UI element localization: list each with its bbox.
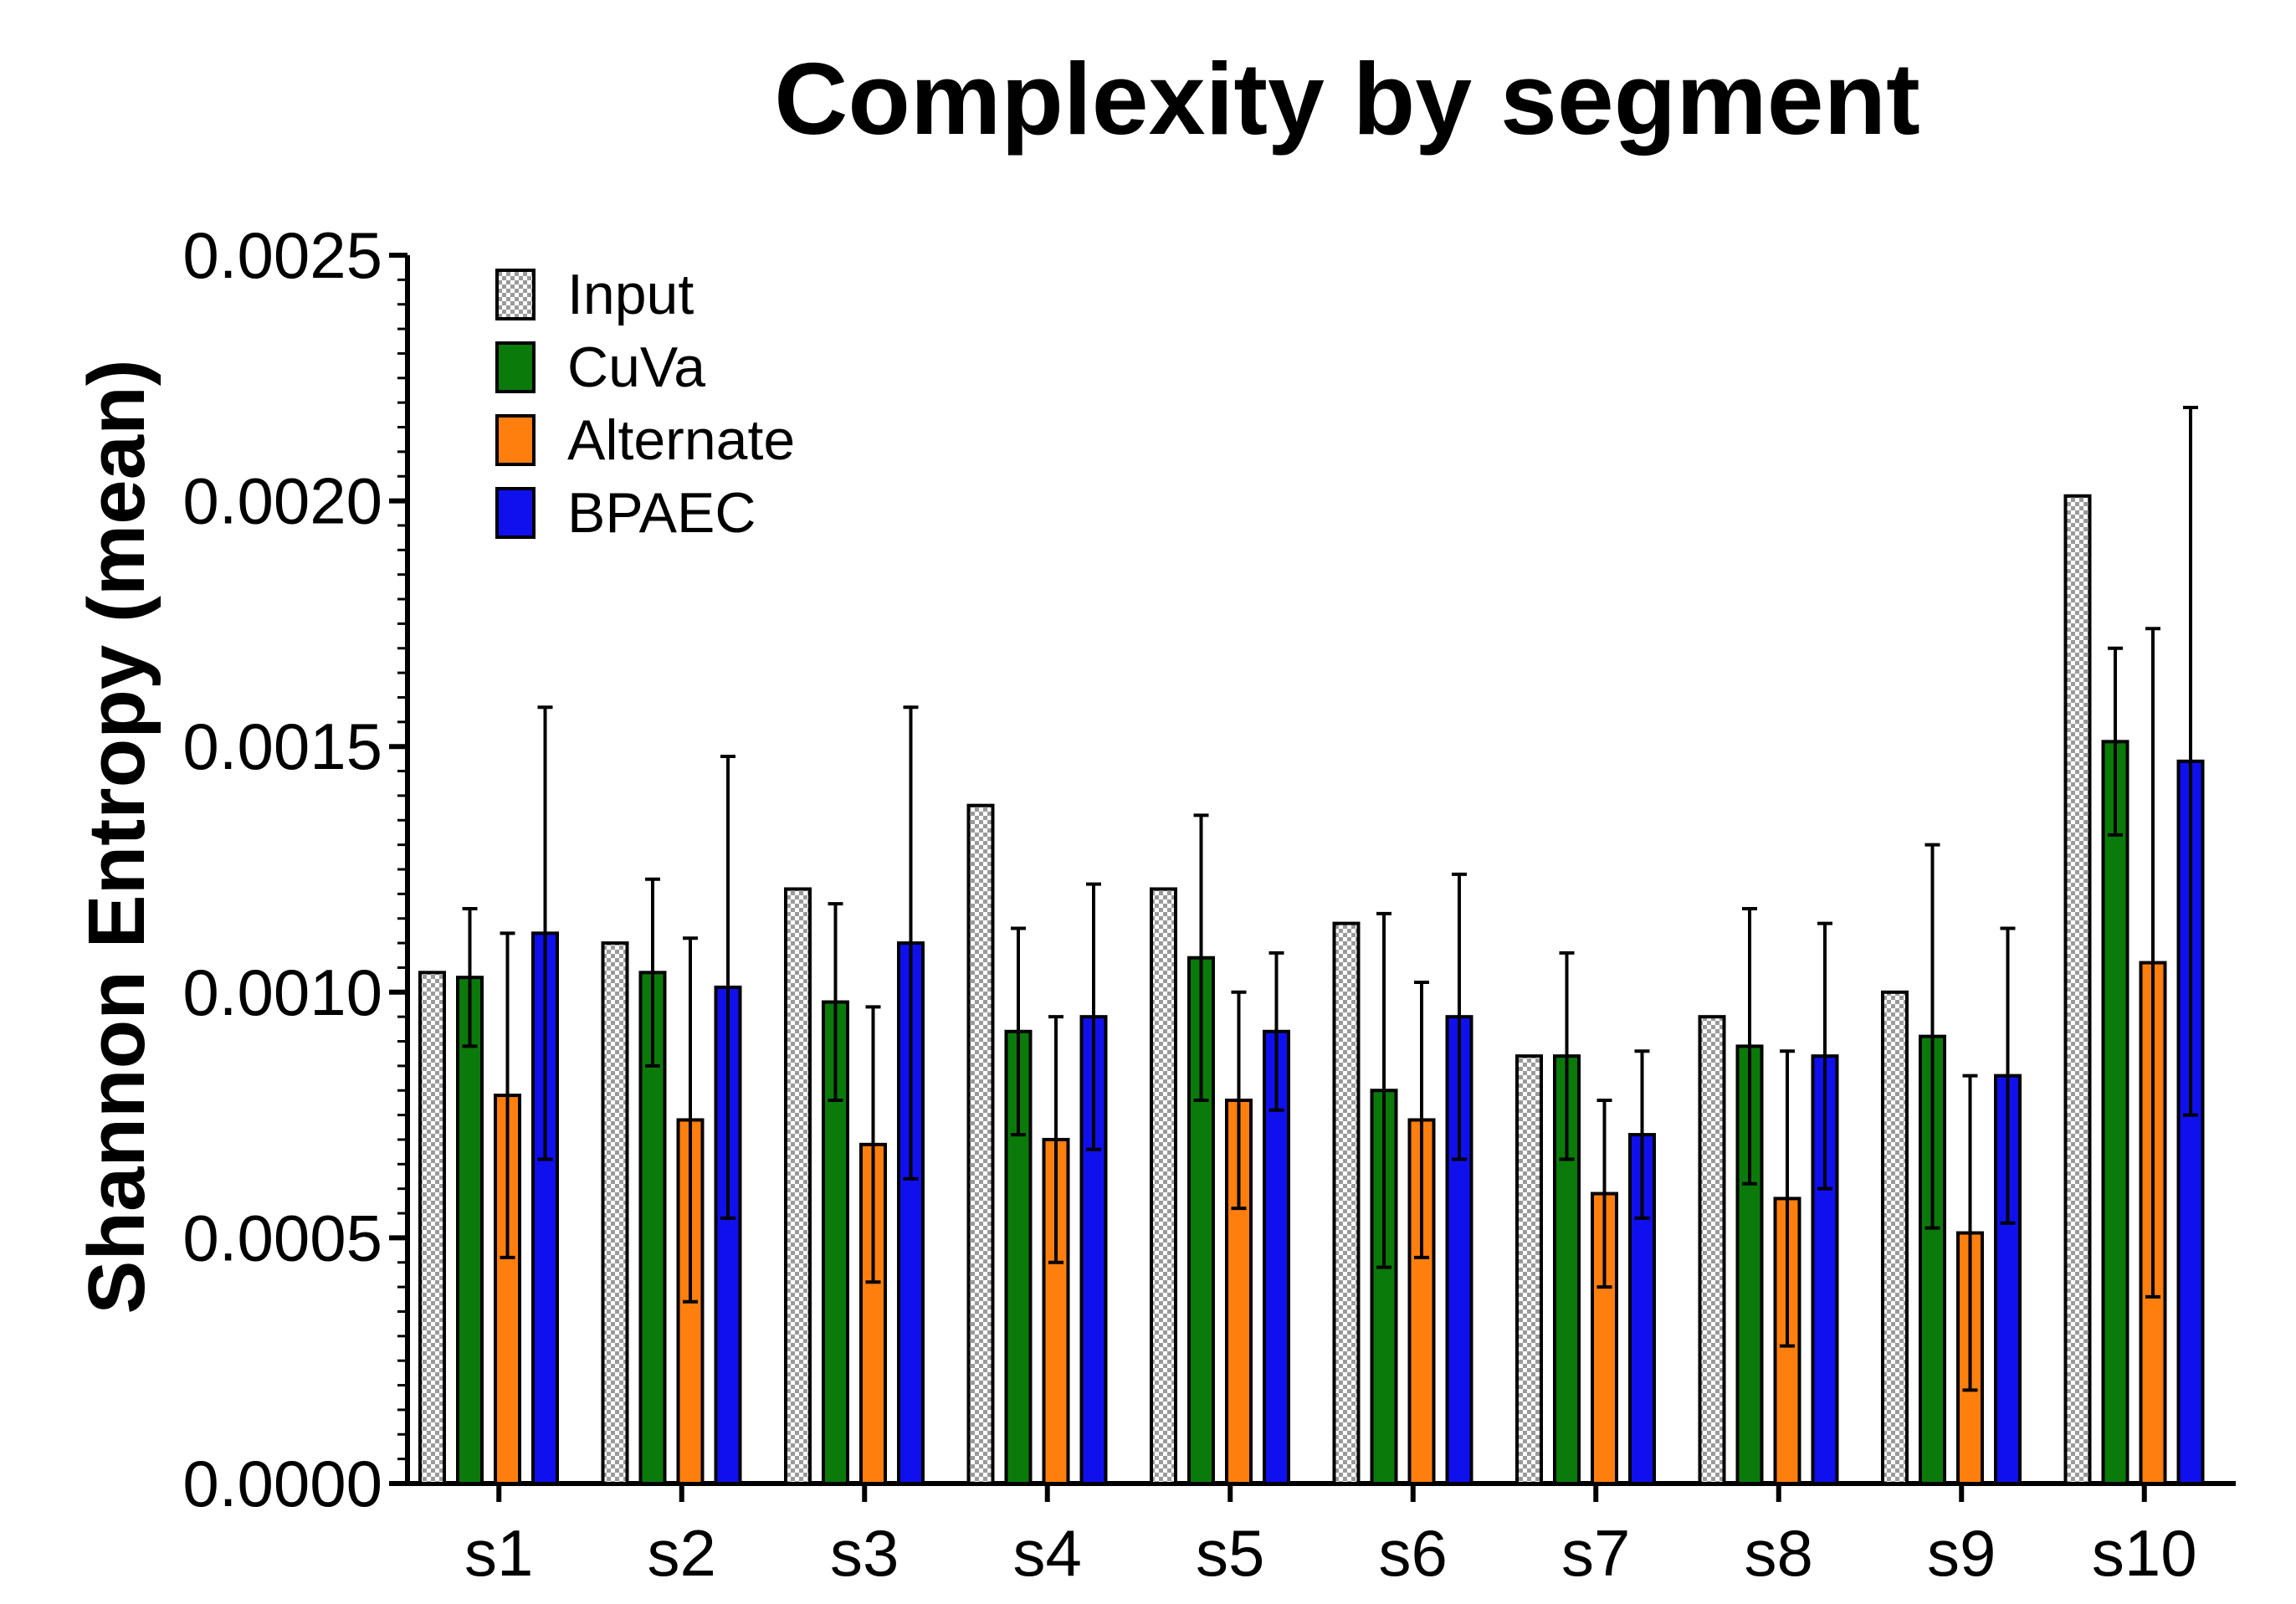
bar-input-s2 (601, 941, 629, 1485)
x-tick-label: s1 (464, 1516, 533, 1590)
y-tick-label: 0.0015 (182, 710, 382, 783)
chart-title: Complexity by segment (774, 42, 1919, 156)
x-tick-label: s10 (2092, 1516, 2197, 1590)
bar-input-s8 (1698, 1015, 1726, 1486)
legend-swatch-input (495, 269, 536, 320)
x-tick-label: s3 (830, 1516, 899, 1590)
bar-input-s6 (1332, 921, 1361, 1486)
x-tick-label: s6 (1379, 1516, 1448, 1590)
error-bars-group (462, 406, 2198, 1392)
legend: Input CuVa Alternate BPAEC (495, 263, 795, 545)
x-tick-label: s2 (648, 1516, 716, 1590)
bar-input-s9 (1881, 990, 1909, 1486)
x-tick-label: s8 (1745, 1516, 1813, 1590)
bar-input-s7 (1515, 1054, 1543, 1485)
bar-input-s10 (2063, 494, 2092, 1485)
bar-cuva-s1 (456, 976, 484, 1485)
bar-bpaec-s7 (1628, 1133, 1656, 1485)
x-tick-label: s4 (1013, 1516, 1082, 1590)
bar-input-s5 (1150, 887, 1177, 1486)
y-tick-label: 0.0025 (182, 218, 382, 292)
y-tick-label: 0.0000 (182, 1447, 382, 1520)
x-tick-label: s9 (1927, 1516, 1996, 1590)
bar-cuva-s10 (2101, 740, 2129, 1485)
legend-label-alternate: Alternate (567, 408, 795, 472)
legend-swatch-cuva (495, 341, 536, 393)
y-tick-label: 0.0005 (182, 1201, 382, 1274)
bar-input-s1 (418, 971, 446, 1485)
legend-label-bpaec: BPAEC (567, 481, 756, 545)
x-tick-label: s5 (1196, 1516, 1264, 1590)
bar-input-s3 (784, 887, 812, 1486)
x-tick-label: s7 (1561, 1516, 1630, 1590)
legend-label-cuva: CuVa (567, 336, 705, 399)
bars-group (418, 494, 2205, 1486)
y-axis-label: Shannon Entropy (mean) (72, 359, 161, 1314)
legend-label-input: Input (567, 263, 694, 326)
y-axis: 0.0000 0.0005 0.0010 0.0015 0.0020 0.0025 (182, 218, 410, 1520)
bar-input-s4 (966, 803, 995, 1485)
y-tick-label: 0.0010 (182, 956, 382, 1029)
x-axis: s1 s2 s3 s4 s5 s6 s7 s8 s9 s10 (407, 1481, 2236, 1590)
legend-swatch-bpaec (495, 487, 536, 539)
legend-swatch-alternate (495, 414, 536, 466)
y-tick-label: 0.0020 (182, 464, 382, 538)
